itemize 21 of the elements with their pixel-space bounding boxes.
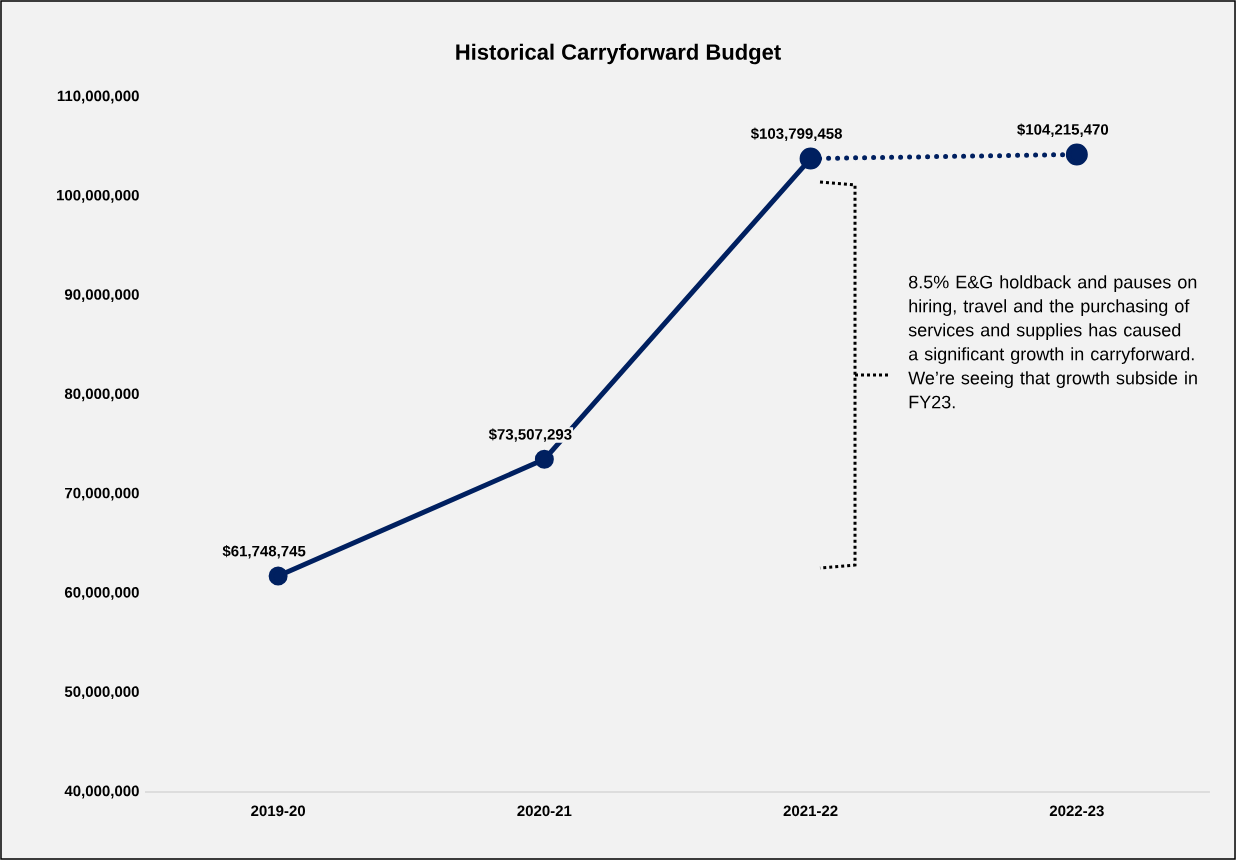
y-tick-label: 80,000,000	[64, 388, 139, 402]
point	[534, 449, 554, 469]
data-label: $104,215,470	[1017, 123, 1109, 137]
point	[1065, 143, 1088, 166]
annotation: 8.5% E&G holdback and pauses on hiring, travel and the purchasing of services and supplies has caused a significant growth in carryforward. We’re seeing that growth subside in FY23.	[908, 275, 1197, 409]
y-tick-label: 90,000,000	[64, 289, 139, 302]
y-tick-label: 110,000,000	[57, 90, 139, 104]
x-tick-label: 2022-23	[1049, 805, 1104, 817]
data-label: $73,507,293	[488, 428, 572, 442]
y-tick-label: 100,000,000	[57, 189, 139, 203]
point	[268, 566, 288, 586]
y-tick-label: 50,000,000	[64, 686, 139, 700]
y-tick-label: 40,000,000	[64, 785, 139, 799]
chart-title: Historical Carryforward Budget	[456, 43, 781, 65]
data-label: $103,799,458	[750, 127, 842, 142]
y-tick-label: 70,000,000	[65, 487, 139, 501]
x-tick-label: 2019-20	[251, 805, 306, 817]
x-tick-label: 2020-21	[517, 805, 572, 817]
y-tick-label: 60,000,000	[64, 587, 139, 600]
data-label: $61,748,745	[222, 545, 306, 559]
x-tick-label: 2021-22	[783, 805, 838, 817]
